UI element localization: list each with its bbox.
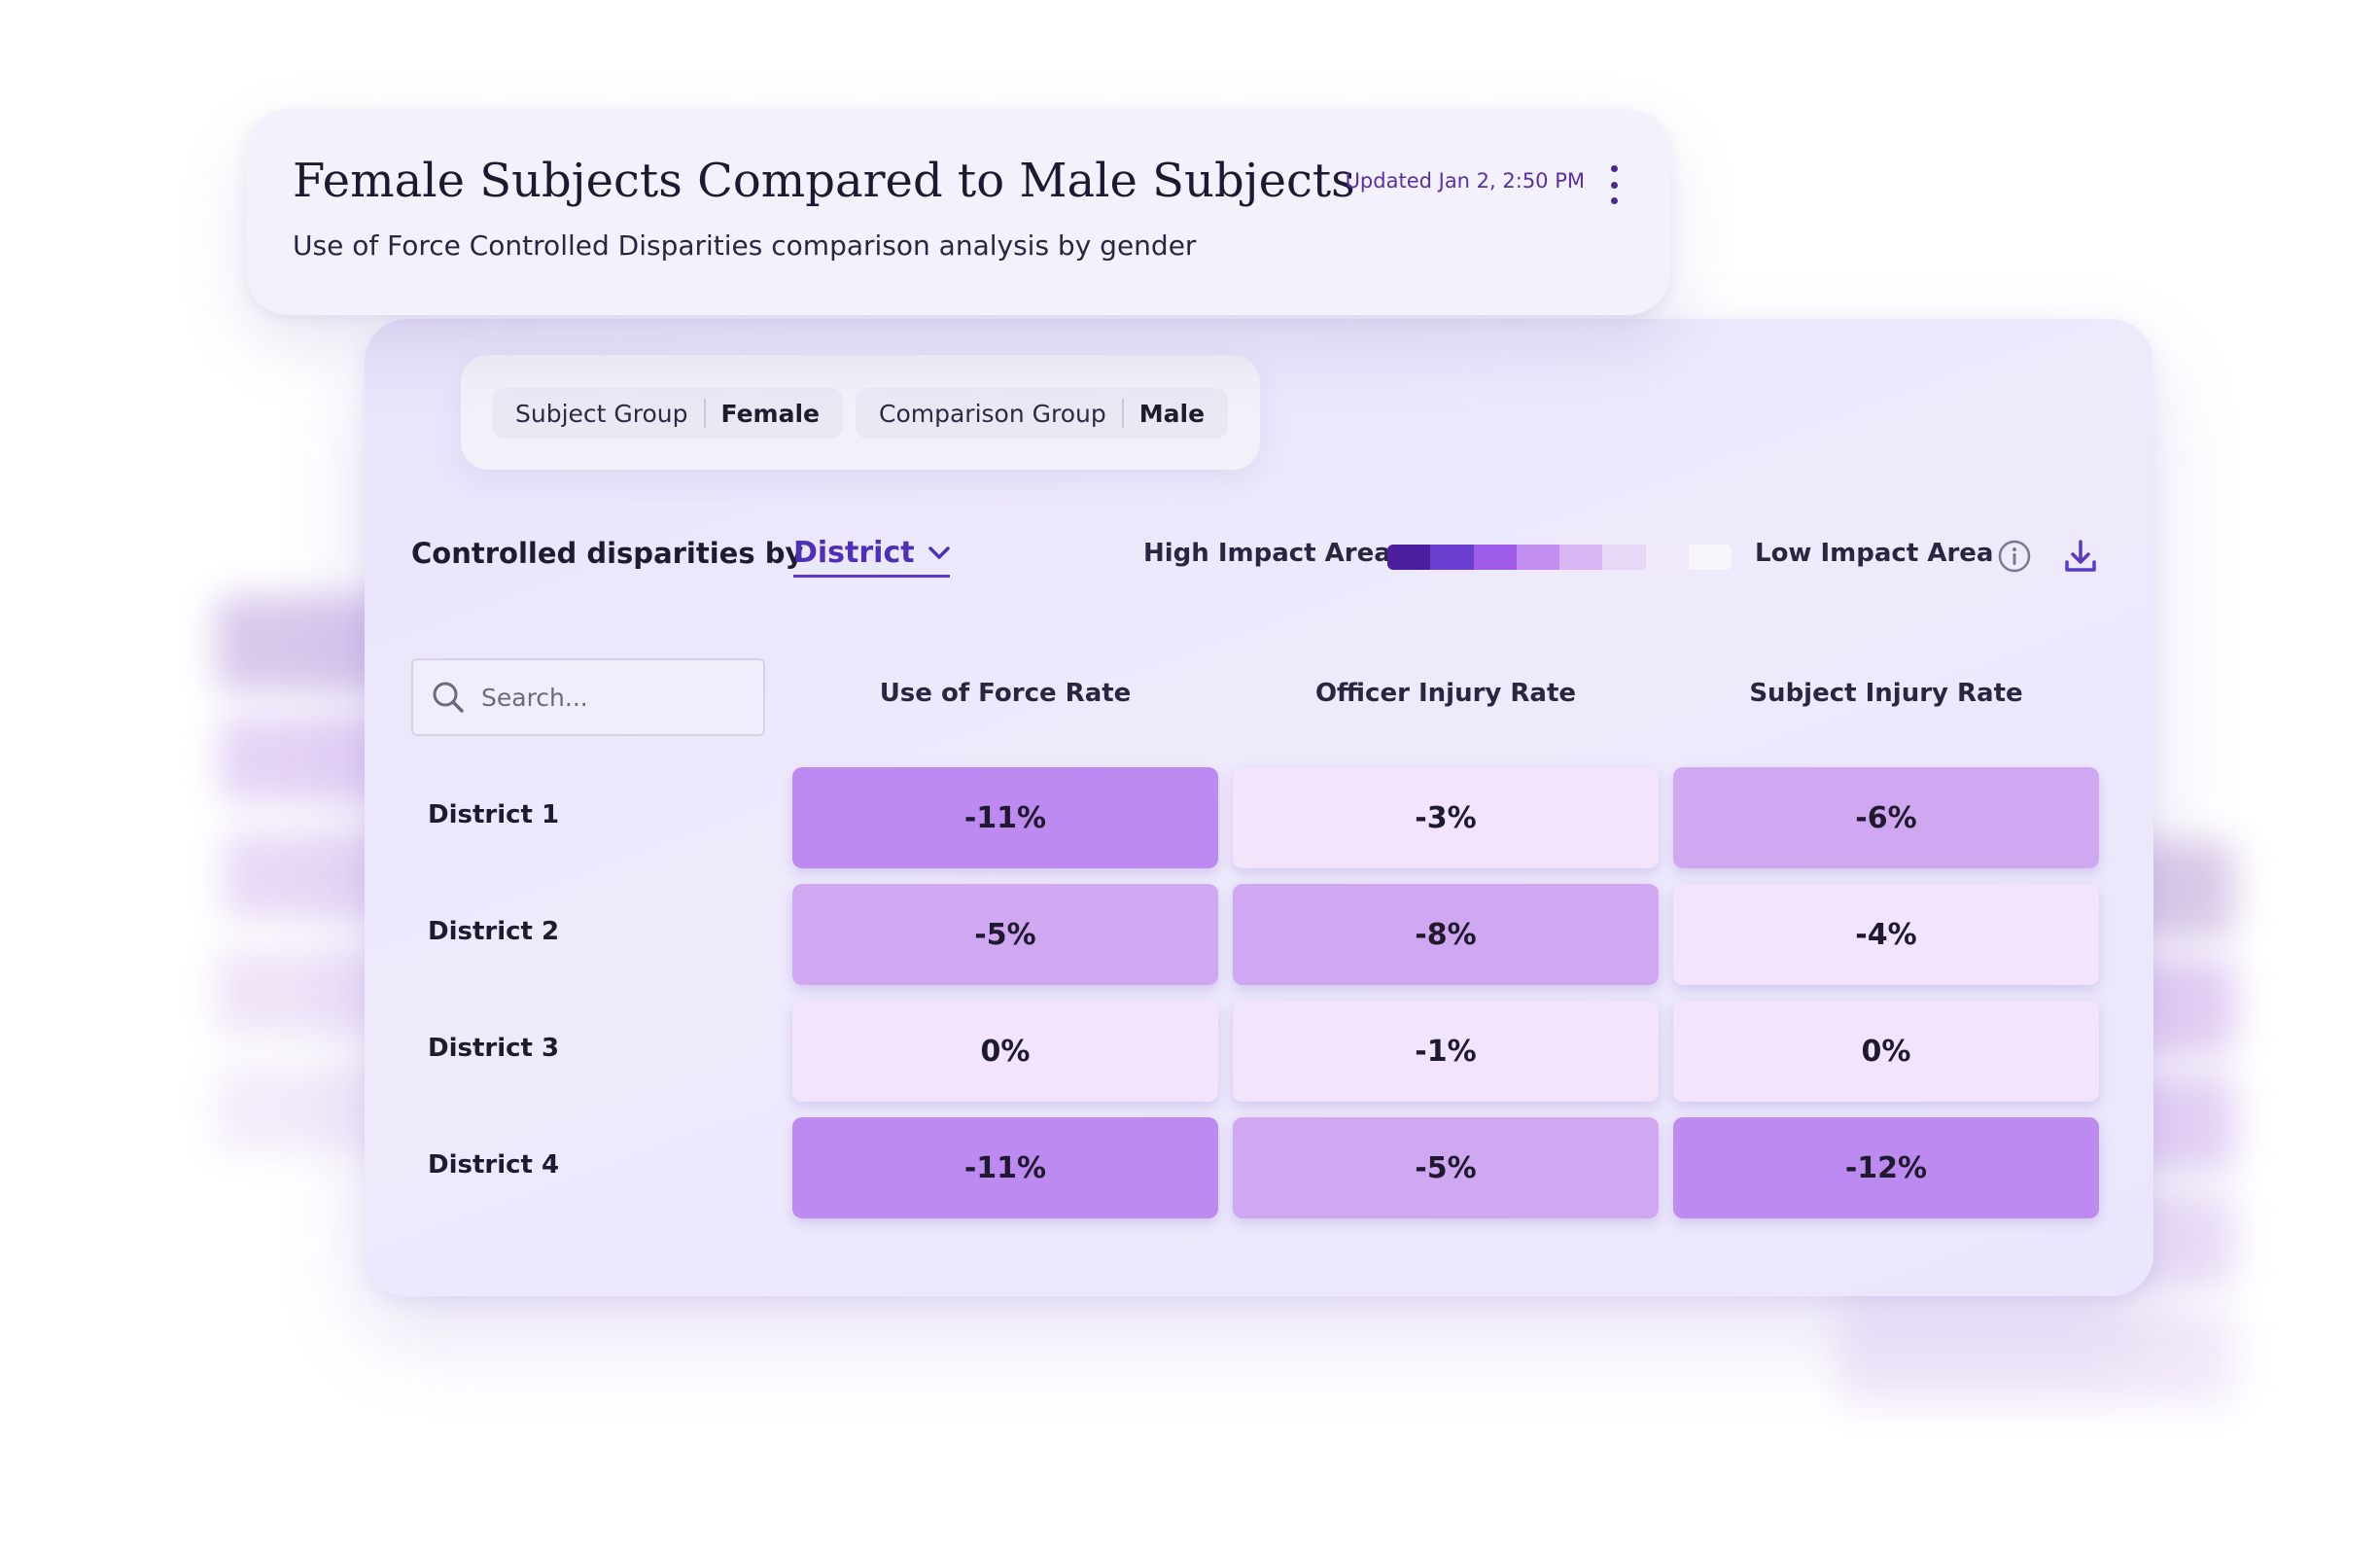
subject-group-label: Subject Group <box>515 399 688 428</box>
disparities-panel: Subject Group Female Comparison Group Ma… <box>365 319 2153 1296</box>
table-cell[interactable]: -5% <box>1233 1117 1659 1218</box>
comparison-group-chip[interactable]: Comparison Group Male <box>856 388 1229 439</box>
table-cell[interactable]: -11% <box>792 767 1218 868</box>
legend-swatch <box>1516 545 1559 570</box>
table-cell[interactable]: -4% <box>1673 884 2099 985</box>
disparities-by-label: Controlled disparities by <box>411 537 804 570</box>
row-label-district-1: District 1 <box>428 800 560 829</box>
info-icon[interactable] <box>1997 539 2032 574</box>
row-label-district-2: District 2 <box>428 917 560 946</box>
search-input[interactable] <box>481 683 753 712</box>
page-title: Female Subjects Compared to Male Subject… <box>293 154 1355 208</box>
table-cell[interactable]: -1% <box>1233 1001 1659 1102</box>
legend-swatch <box>1473 545 1517 570</box>
comparison-group-label: Comparison Group <box>879 399 1106 428</box>
kebab-dot <box>1610 197 1618 204</box>
impact-color-scale <box>1387 545 1732 570</box>
search-box[interactable] <box>411 658 765 736</box>
legend-high-label: High Impact Area <box>1143 539 1391 568</box>
legend-swatch <box>1559 545 1603 570</box>
legend-swatch <box>1645 545 1689 570</box>
row-label-district-3: District 3 <box>428 1034 560 1063</box>
chevron-down-icon <box>928 546 950 559</box>
table-cell[interactable]: -3% <box>1233 767 1659 868</box>
group-by-dropdown[interactable]: District <box>793 535 950 578</box>
row-label-district-4: District 4 <box>428 1150 560 1180</box>
kebab-dot <box>1610 181 1618 189</box>
table-cell[interactable]: 0% <box>792 1001 1218 1102</box>
chip-divider <box>703 399 706 428</box>
comparison-group-value: Male <box>1138 399 1206 428</box>
column-header-use-of-force: Use of Force Rate <box>879 679 1132 708</box>
report-header-card: Female Subjects Compared to Male Subject… <box>246 109 1670 315</box>
table-cell[interactable]: -8% <box>1233 884 1659 985</box>
page-subtitle: Use of Force Controlled Disparities comp… <box>293 229 1197 262</box>
subject-group-value: Female <box>720 399 820 428</box>
table-cell[interactable]: -11% <box>792 1117 1218 1218</box>
table-cell[interactable]: -12% <box>1673 1117 2099 1218</box>
legend-swatch <box>1387 545 1431 570</box>
updated-timestamp: Updated Jan 2, 2:50 PM <box>1345 169 1585 193</box>
group-by-value: District <box>793 536 915 570</box>
kebab-dot <box>1610 165 1618 172</box>
legend-swatch <box>1430 545 1474 570</box>
filter-bar: Subject Group Female Comparison Group Ma… <box>461 355 1260 470</box>
chip-divider <box>1121 399 1124 428</box>
legend-swatch <box>1688 545 1732 570</box>
download-icon[interactable] <box>2061 537 2100 576</box>
column-header-officer-injury: Officer Injury Rate <box>1314 679 1577 708</box>
column-header-subject-injury: Subject Injury Rate <box>1749 679 2023 708</box>
more-options-icon[interactable] <box>1604 165 1624 204</box>
subject-group-chip[interactable]: Subject Group Female <box>492 388 843 439</box>
legend-low-label: Low Impact Area <box>1755 539 1994 568</box>
search-icon <box>433 682 464 713</box>
table-cell[interactable]: -6% <box>1673 767 2099 868</box>
legend-swatch <box>1602 545 1646 570</box>
table-cell[interactable]: -5% <box>792 884 1218 985</box>
table-cell[interactable]: 0% <box>1673 1001 2099 1102</box>
